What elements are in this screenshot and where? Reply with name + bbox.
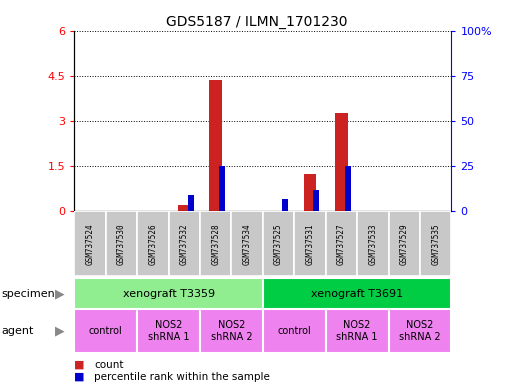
Bar xyxy=(219,166,225,211)
FancyBboxPatch shape xyxy=(74,211,106,276)
Bar xyxy=(335,113,348,211)
Text: GSM737533: GSM737533 xyxy=(368,223,378,265)
Text: count: count xyxy=(94,360,124,370)
Text: ▶: ▶ xyxy=(54,325,64,338)
Text: percentile rank within the sample: percentile rank within the sample xyxy=(94,372,270,382)
Text: ■: ■ xyxy=(74,360,85,370)
Text: GSM737530: GSM737530 xyxy=(117,223,126,265)
FancyBboxPatch shape xyxy=(137,309,200,353)
Bar xyxy=(178,205,191,211)
Text: NOS2
shRNA 1: NOS2 shRNA 1 xyxy=(148,320,189,342)
Text: GDS5187 / ILMN_1701230: GDS5187 / ILMN_1701230 xyxy=(166,15,347,29)
Text: GSM737531: GSM737531 xyxy=(306,223,314,265)
Bar xyxy=(313,190,320,211)
Text: GSM737528: GSM737528 xyxy=(211,223,220,265)
Text: GSM737529: GSM737529 xyxy=(400,223,409,265)
Text: GSM737532: GSM737532 xyxy=(180,223,189,265)
Text: control: control xyxy=(89,326,123,336)
Text: xenograft T3359: xenograft T3359 xyxy=(123,289,215,299)
FancyBboxPatch shape xyxy=(294,211,326,276)
FancyBboxPatch shape xyxy=(74,309,137,353)
Text: NOS2
shRNA 2: NOS2 shRNA 2 xyxy=(211,320,252,342)
FancyBboxPatch shape xyxy=(389,309,451,353)
FancyBboxPatch shape xyxy=(200,211,231,276)
FancyBboxPatch shape xyxy=(74,278,263,309)
Text: ■: ■ xyxy=(74,372,85,382)
Text: GSM737525: GSM737525 xyxy=(274,223,283,265)
FancyBboxPatch shape xyxy=(231,211,263,276)
FancyBboxPatch shape xyxy=(420,211,451,276)
Text: NOS2
shRNA 2: NOS2 shRNA 2 xyxy=(399,320,441,342)
Text: specimen: specimen xyxy=(1,289,55,299)
Text: xenograft T3691: xenograft T3691 xyxy=(311,289,403,299)
Text: GSM737526: GSM737526 xyxy=(148,223,157,265)
FancyBboxPatch shape xyxy=(106,211,137,276)
FancyBboxPatch shape xyxy=(326,309,389,353)
Bar xyxy=(304,174,317,211)
FancyBboxPatch shape xyxy=(357,211,389,276)
FancyBboxPatch shape xyxy=(263,309,326,353)
Text: GSM737534: GSM737534 xyxy=(243,223,252,265)
FancyBboxPatch shape xyxy=(137,211,169,276)
Text: control: control xyxy=(278,326,311,336)
Text: GSM737527: GSM737527 xyxy=(337,223,346,265)
FancyBboxPatch shape xyxy=(326,211,357,276)
Text: GSM737535: GSM737535 xyxy=(431,223,440,265)
Bar xyxy=(345,166,351,211)
FancyBboxPatch shape xyxy=(263,278,451,309)
FancyBboxPatch shape xyxy=(169,211,200,276)
Bar xyxy=(187,195,194,211)
Text: NOS2
shRNA 1: NOS2 shRNA 1 xyxy=(337,320,378,342)
FancyBboxPatch shape xyxy=(389,211,420,276)
FancyBboxPatch shape xyxy=(200,309,263,353)
Text: GSM737524: GSM737524 xyxy=(86,223,94,265)
Bar xyxy=(282,199,288,211)
Bar xyxy=(209,80,222,211)
Text: agent: agent xyxy=(1,326,33,336)
FancyBboxPatch shape xyxy=(263,211,294,276)
Text: ▶: ▶ xyxy=(54,287,64,300)
